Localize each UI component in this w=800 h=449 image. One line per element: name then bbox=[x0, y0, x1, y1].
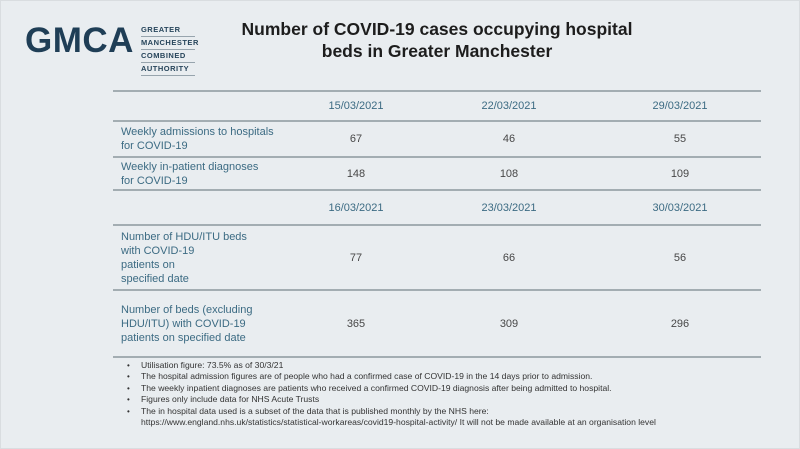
value-cell: 109 bbox=[670, 167, 690, 180]
value-cell: 56 bbox=[673, 251, 687, 264]
date-header: 30/03/2021 bbox=[652, 201, 708, 214]
footnote-text: The hospital admission figures are of pe… bbox=[141, 371, 593, 382]
footnote-admission-definition: • The hospital admission figures are of … bbox=[127, 371, 727, 382]
covid-beds-table: 15/03/2021 22/03/2021 29/03/2021 Weekly … bbox=[113, 90, 761, 358]
table-date-header-week1: 15/03/2021 22/03/2021 29/03/2021 bbox=[113, 92, 761, 122]
footnote-utilisation: • Utilisation figure: 73.5% as of 30/3/2… bbox=[127, 360, 727, 371]
gmca-logo-acronym: GMCA bbox=[25, 21, 134, 60]
gmca-logo-wordmark: GREATER MANCHESTER COMBINED AUTHORITY bbox=[140, 19, 198, 78]
value-cell: 46 bbox=[502, 133, 516, 145]
row-label: Number of HDU/ITU beds with COVID-19 pat… bbox=[121, 230, 247, 285]
footnote-acute-trusts: • Figures only include data for NHS Acut… bbox=[127, 394, 727, 405]
logo-word-combined: COMBINED bbox=[140, 52, 195, 63]
value-cell: 296 bbox=[670, 317, 690, 330]
footnote-text: The in hospital data used is a subset of… bbox=[141, 405, 656, 428]
gmca-logo: GMCA GREATER MANCHESTER COMBINED AUTHORI… bbox=[25, 19, 198, 78]
value-cell: 309 bbox=[499, 317, 519, 330]
date-header: 23/03/2021 bbox=[481, 201, 537, 214]
table-row-beds-excluding-hdu-itu: Number of beds (excluding HDU/ITU) with … bbox=[113, 291, 761, 358]
footnote-inpatient-definition: • The weekly inpatient diagnoses are pat… bbox=[127, 383, 727, 394]
bullet-icon: • bbox=[127, 383, 130, 393]
value-cell: 66 bbox=[502, 251, 516, 264]
table-row-hdu-itu-beds: Number of HDU/ITU beds with COVID-19 pat… bbox=[113, 226, 761, 291]
value-cell: 55 bbox=[673, 133, 687, 145]
value-cell: 365 bbox=[346, 317, 366, 330]
date-header: 16/03/2021 bbox=[328, 201, 384, 214]
date-header: 29/03/2021 bbox=[652, 100, 708, 112]
table-row-inpatient-diagnoses: Weekly in-patient diagnoses for COVID-19… bbox=[113, 158, 761, 191]
bullet-icon: • bbox=[127, 406, 130, 416]
value-cell: 148 bbox=[346, 167, 366, 180]
date-header: 15/03/2021 bbox=[328, 100, 384, 112]
logo-word-authority: AUTHORITY bbox=[140, 65, 195, 76]
value-cell: 67 bbox=[349, 133, 363, 145]
date-header: 22/03/2021 bbox=[481, 100, 537, 112]
footnote-text: The weekly inpatient diagnoses are patie… bbox=[141, 382, 612, 393]
table-row-weekly-admissions: Weekly admissions to hospitals for COVID… bbox=[113, 122, 761, 158]
footnotes: • Utilisation figure: 73.5% as of 30/3/2… bbox=[127, 360, 727, 428]
logo-word-manchester: MANCHESTER bbox=[140, 39, 198, 50]
value-cell: 77 bbox=[349, 251, 363, 264]
page-title: Number of COVID-19 cases occupying hospi… bbox=[241, 19, 633, 61]
row-label: Weekly in-patient diagnoses for COVID-19 bbox=[121, 160, 259, 187]
footnote-data-source: • The in hospital data used is a subset … bbox=[127, 406, 727, 429]
logo-word-greater: GREATER bbox=[140, 26, 195, 37]
row-label: Number of beds (excluding HDU/ITU) with … bbox=[121, 303, 253, 344]
bullet-icon: • bbox=[127, 372, 130, 382]
footnote-text: Figures only include data for NHS Acute … bbox=[141, 394, 320, 405]
bullet-icon: • bbox=[127, 395, 130, 405]
row-label: Weekly admissions to hospitals for COVID… bbox=[121, 126, 274, 152]
table-date-header-week2: 16/03/2021 23/03/2021 30/03/2021 bbox=[113, 191, 761, 226]
value-cell: 108 bbox=[499, 167, 519, 180]
bullet-icon: • bbox=[127, 361, 130, 370]
footnote-text: Utilisation figure: 73.5% as of 30/3/21 bbox=[141, 360, 284, 370]
